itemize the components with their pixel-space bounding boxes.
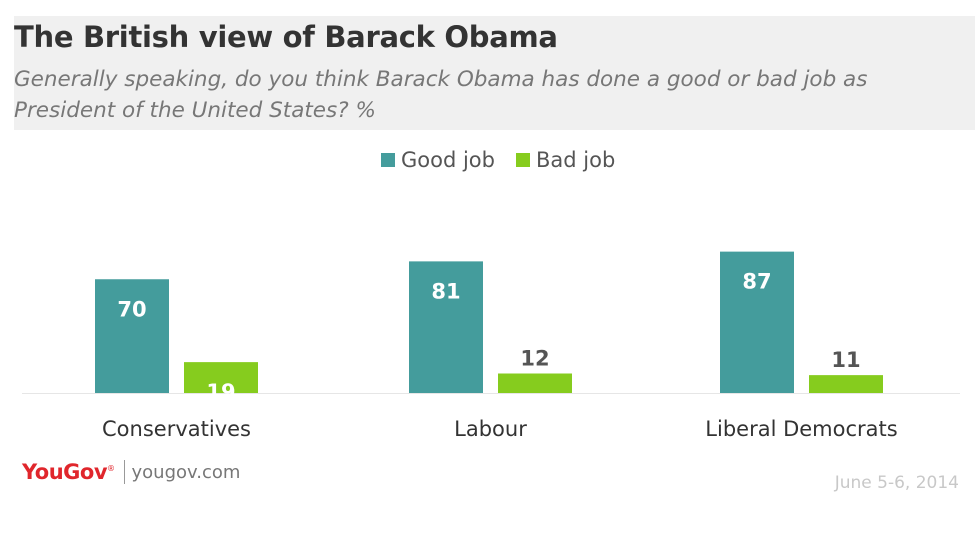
category-label-labour: Labour [454,417,527,441]
value-label-bad-job-conservatives: 19 [206,380,235,404]
bar-good-job-liberal-democrats [720,251,794,393]
header-background [14,16,975,130]
category-label-liberal-democrats: Liberal Democrats [705,417,897,441]
bar-good-job-conservatives [95,279,169,393]
value-label-bad-job-labour: 12 [520,347,549,371]
bar-good-job-labour [409,261,483,393]
survey-date: June 5-6, 2014 [834,473,959,493]
brand: YouGov® yougov.com [22,460,240,484]
bar-bad-job-conservatives [184,362,258,393]
brand-divider [123,460,125,484]
legend: Good job Bad job [0,148,975,178]
legend-item-good-job: Good job [381,148,495,172]
legend-label-good-job: Good job [401,148,495,172]
yougov-logo: YouGov® [22,460,115,484]
legend-label-bad-job: Bad job [536,148,616,172]
value-label-good-job-liberal-democrats: 87 [742,270,771,294]
value-label-good-job-conservatives: 70 [117,297,146,321]
brand-url: yougov.com [131,461,241,483]
value-label-good-job-labour: 81 [431,279,460,303]
chart-subtitle: Generally speaking, do you think Barack … [14,67,868,123]
legend-item-bad-job: Bad job [516,148,615,172]
legend-swatch-good-job [381,153,395,167]
category-label-conservatives: Conservatives [102,417,251,441]
chart-title: The British view of Barack Obama [14,20,558,54]
bar-bad-job-liberal-democrats [809,375,883,393]
bar-bad-job-labour [498,373,572,393]
value-label-bad-job-liberal-democrats: 11 [831,348,860,372]
legend-swatch-bad-job [516,153,530,167]
